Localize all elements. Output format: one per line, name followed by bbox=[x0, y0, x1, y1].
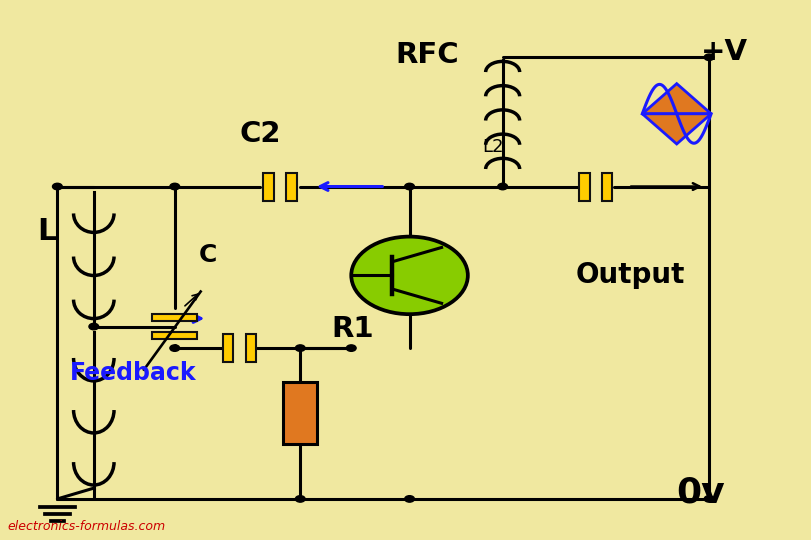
Text: electronics-formulas.com: electronics-formulas.com bbox=[7, 519, 165, 532]
Bar bbox=[579, 172, 590, 200]
Text: L2: L2 bbox=[483, 138, 504, 156]
Circle shape bbox=[704, 496, 714, 502]
Text: L: L bbox=[37, 218, 57, 246]
Bar bbox=[286, 172, 297, 200]
Circle shape bbox=[704, 54, 714, 60]
Circle shape bbox=[346, 345, 356, 352]
Circle shape bbox=[295, 496, 305, 502]
Bar bbox=[602, 172, 612, 200]
Polygon shape bbox=[642, 84, 711, 114]
Circle shape bbox=[405, 183, 414, 190]
Circle shape bbox=[498, 183, 508, 190]
Text: 0v: 0v bbox=[676, 476, 725, 510]
Text: Feedback: Feedback bbox=[70, 361, 196, 386]
Text: Output: Output bbox=[576, 261, 685, 289]
Text: C: C bbox=[199, 243, 217, 267]
Text: C2: C2 bbox=[239, 120, 281, 148]
Text: RFC: RFC bbox=[396, 40, 459, 69]
Circle shape bbox=[169, 345, 179, 352]
Bar bbox=[264, 172, 274, 200]
Bar bbox=[246, 334, 256, 362]
Circle shape bbox=[169, 183, 179, 190]
Bar bbox=[283, 382, 317, 444]
Circle shape bbox=[405, 496, 414, 502]
Text: +V: +V bbox=[701, 38, 748, 66]
Bar bbox=[152, 314, 197, 321]
Circle shape bbox=[89, 323, 99, 330]
Circle shape bbox=[351, 237, 468, 314]
Text: R1: R1 bbox=[331, 315, 374, 343]
Bar bbox=[152, 332, 197, 340]
Circle shape bbox=[295, 345, 305, 352]
Bar bbox=[223, 334, 234, 362]
Polygon shape bbox=[642, 114, 711, 144]
Circle shape bbox=[53, 183, 62, 190]
